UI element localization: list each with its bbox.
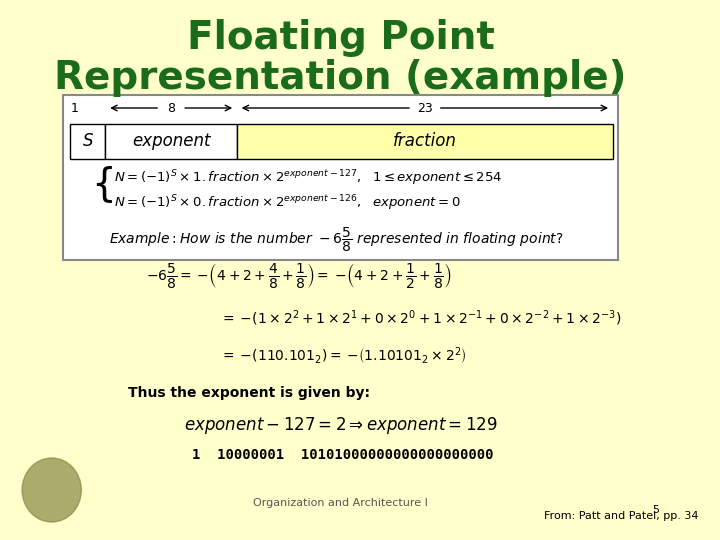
Text: Organization and Architecture I: Organization and Architecture I [253, 498, 428, 508]
Text: S: S [83, 132, 93, 151]
Text: Thus the exponent is given by:: Thus the exponent is given by: [127, 386, 369, 400]
Text: fraction: fraction [393, 132, 456, 151]
Text: 1: 1 [71, 102, 79, 115]
Text: $Example: How\ is\ the\ number\ -6\dfrac{5}{8}\ represented\ in\ floating\ point: $Example: How\ is\ the\ number\ -6\dfrac… [109, 226, 564, 254]
Text: From: Patt and Patel, pp. 34: From: Patt and Patel, pp. 34 [544, 511, 699, 521]
Text: $= -\!\left(1\times2^2+1\times2^1+0\times2^0+1\times2^{-1}+0\times2^{-2}+1\times: $= -\!\left(1\times2^2+1\times2^1+0\time… [220, 308, 621, 328]
Text: 5: 5 [652, 505, 659, 515]
Text: 23: 23 [417, 102, 433, 115]
Text: Floating Point: Floating Point [186, 19, 495, 57]
Text: $-6\dfrac{5}{8} = -\!\left(4+2+\dfrac{4}{8}+\dfrac{1}{8}\right) = -\!\left(4+2+\: $-6\dfrac{5}{8} = -\!\left(4+2+\dfrac{4}… [146, 260, 452, 289]
Bar [237, 124, 613, 159]
Bar [105, 124, 237, 159]
Text: $= -\!\left(110.101_2\right) = -\!\left(1.10101_2\times2^2\right)$: $= -\!\left(110.101_2\right) = -\!\left(… [220, 345, 467, 366]
Text: 1  10000001  10101000000000000000000: 1 10000001 10101000000000000000000 [192, 448, 494, 462]
Text: $N = (-1)^S \times 1.fraction \times 2^{exponent-127},$  $1 \leq exponent \leq 2: $N = (-1)^S \times 1.fraction \times 2^{… [114, 168, 502, 188]
Text: $exponent - 127 = 2 \Rightarrow exponent = 129$: $exponent - 127 = 2 \Rightarrow exponent… [184, 415, 498, 435]
Bar [63, 95, 618, 260]
Text: 8: 8 [167, 102, 175, 115]
Text: Representation (example): Representation (example) [55, 59, 627, 97]
Text: $\{$: $\{$ [91, 165, 112, 206]
Circle shape [22, 458, 81, 522]
Text: $N = (-1)^S \times 0.fraction \times 2^{exponent-126},$  $exponent = 0$: $N = (-1)^S \times 0.fraction \times 2^{… [114, 193, 460, 213]
Text: exponent: exponent [132, 132, 210, 151]
Bar [71, 124, 105, 159]
